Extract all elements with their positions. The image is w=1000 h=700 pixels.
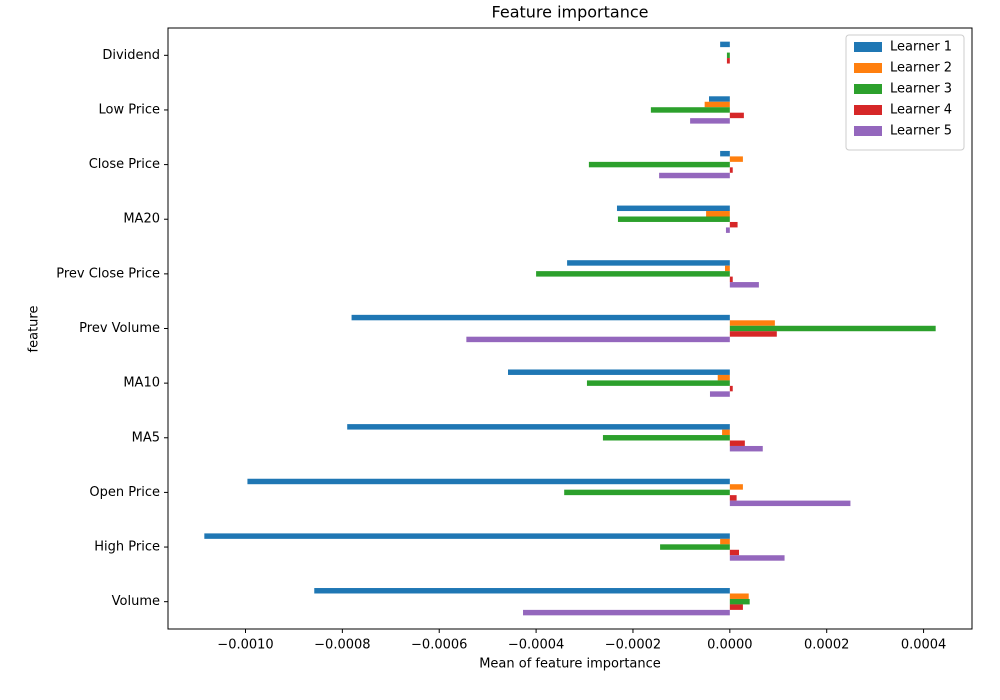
bar <box>729 282 759 288</box>
bar <box>729 325 936 332</box>
bar <box>729 167 733 173</box>
x-tick-label: 0.0004 <box>901 638 947 653</box>
legend-label: Learner 4 <box>890 103 952 118</box>
y-tick-label: Open Price <box>89 485 160 500</box>
bar <box>690 118 730 124</box>
bar <box>729 484 743 490</box>
legend-label: Learner 2 <box>890 61 952 76</box>
bar <box>659 172 730 179</box>
legend-swatch <box>854 63 882 73</box>
bar <box>729 495 737 501</box>
bar <box>729 156 743 162</box>
legend-label: Learner 1 <box>890 40 952 55</box>
bar <box>602 435 730 441</box>
bar <box>660 544 730 550</box>
bar <box>586 380 730 386</box>
legend-swatch <box>854 84 882 94</box>
bar <box>717 374 730 381</box>
bar <box>351 314 730 321</box>
legend-label: Learner 3 <box>890 82 952 97</box>
x-tick-label: −0.0010 <box>217 638 273 653</box>
bar <box>726 58 730 64</box>
bar <box>729 593 749 599</box>
bar <box>729 598 750 605</box>
bar <box>567 260 730 266</box>
legend-swatch <box>854 42 882 52</box>
bar <box>729 385 733 392</box>
bar <box>617 216 730 222</box>
bar <box>729 276 733 283</box>
bar <box>729 440 745 446</box>
y-tick-label: Prev Close Price <box>56 266 160 281</box>
bar <box>729 555 785 561</box>
bar <box>720 150 730 157</box>
bar <box>247 478 730 485</box>
y-tick-label: Low Price <box>99 102 160 117</box>
y-tick-label: Dividend <box>102 48 160 63</box>
bar <box>729 331 777 337</box>
x-axis-label: Mean of feature importance <box>479 657 661 672</box>
bar <box>724 265 730 272</box>
bar <box>508 369 730 375</box>
bar <box>536 271 730 277</box>
bar <box>725 227 730 233</box>
bar <box>709 391 730 397</box>
bar <box>729 549 740 556</box>
bar <box>720 538 730 545</box>
bar <box>729 221 738 228</box>
bar <box>466 336 730 343</box>
bar <box>729 112 744 119</box>
bar <box>729 604 743 610</box>
bar <box>706 211 730 217</box>
y-tick-label: Close Price <box>89 157 160 172</box>
y-tick-label: MA20 <box>123 212 160 227</box>
y-tick-label: Volume <box>112 594 160 609</box>
x-tick-label: −0.0004 <box>508 638 564 653</box>
bar <box>650 107 730 113</box>
bar <box>709 96 730 102</box>
bar <box>704 101 730 108</box>
bar <box>729 500 851 507</box>
plot-frame <box>167 27 973 630</box>
bar <box>314 588 730 594</box>
x-tick-label: −0.0008 <box>314 638 370 653</box>
bar <box>564 489 730 496</box>
bar <box>729 445 763 452</box>
bar <box>616 205 730 212</box>
y-tick-label: MA5 <box>132 430 160 445</box>
bar <box>523 609 730 616</box>
x-tick-label: 0.0002 <box>804 638 850 653</box>
bar <box>204 533 730 539</box>
x-tick-label: 0.0000 <box>707 638 753 653</box>
legend-label: Learner 5 <box>890 124 952 139</box>
y-tick-label: High Price <box>94 540 160 555</box>
bar <box>347 424 730 430</box>
x-tick-label: −0.0002 <box>605 638 661 653</box>
y-tick-label: Prev Volume <box>79 321 160 336</box>
y-axis-label: feature <box>27 306 42 353</box>
bar <box>720 41 730 48</box>
legend-swatch <box>854 126 882 136</box>
bar <box>726 52 730 59</box>
bar <box>588 161 730 168</box>
x-tick-label: −0.0006 <box>411 638 467 653</box>
bar <box>722 429 730 436</box>
chart-title: Feature importance <box>492 3 649 22</box>
bar <box>729 320 775 326</box>
y-tick-label: MA10 <box>123 376 160 391</box>
legend-swatch <box>854 105 882 115</box>
